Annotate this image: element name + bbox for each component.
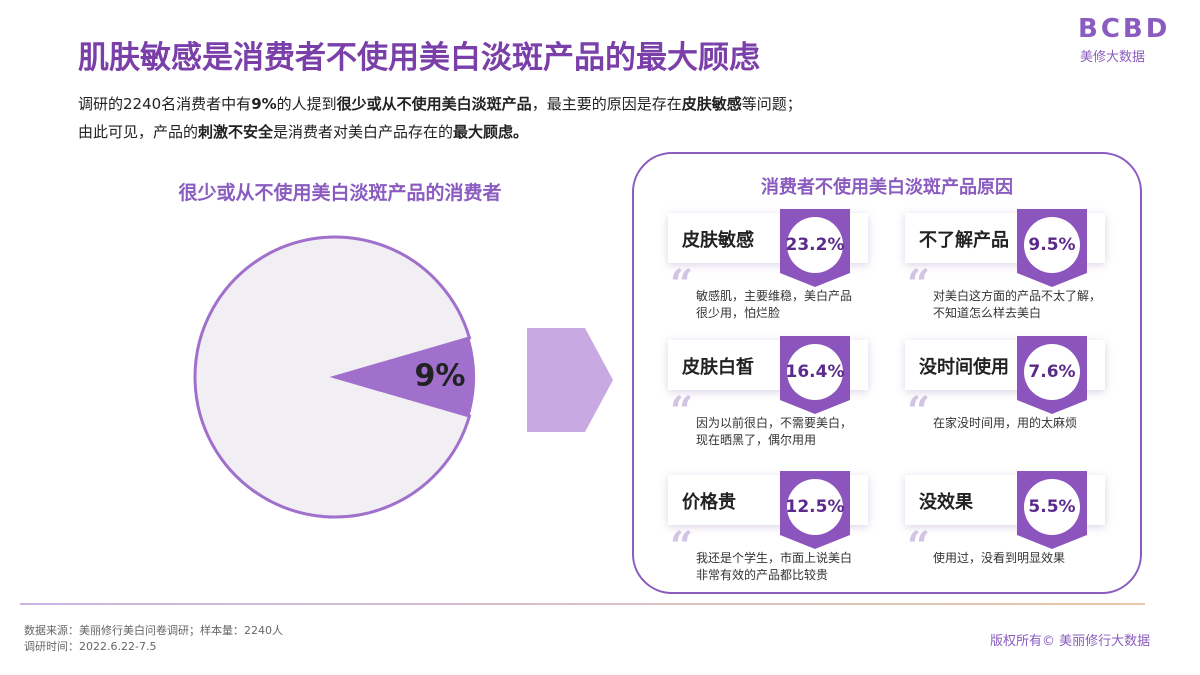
- logo-subtitle: 美修大数据: [1080, 50, 1146, 65]
- reasons-panel: [632, 152, 1142, 594]
- share-badge: 12.5%: [780, 471, 850, 549]
- intro: 调研的2240名消费者中有9%的人提到很少或从不使用美白淡斑产品，最主要的原因是…: [78, 90, 802, 146]
- intro-run: ，最主要的原因是存在: [531, 95, 682, 113]
- quote: 使用过，没看到明显效果: [933, 550, 1065, 567]
- reason-name: 没时间使用: [919, 357, 1009, 378]
- intro-run: 刺激不安全: [198, 123, 274, 141]
- pie-label: 9%: [415, 359, 466, 394]
- share-badge: 16.4%: [780, 336, 850, 414]
- quote-mark: “: [670, 388, 694, 435]
- quote-mark: “: [670, 523, 694, 570]
- share-value: 23.2%: [786, 217, 845, 273]
- logo: BCBD: [1078, 14, 1171, 44]
- reasons-title: 消费者不使用美白淡斑产品原因: [761, 177, 1013, 198]
- share-value: 7.6%: [1024, 344, 1080, 400]
- share-value: 5.5%: [1024, 479, 1080, 535]
- reason-name: 不了解产品: [919, 230, 1009, 251]
- intro-run: 由此可见，产品的: [78, 123, 199, 141]
- pie-slice: [193, 235, 472, 519]
- quote-line: 敏感肌，主要维稳，美白产品: [696, 289, 853, 303]
- intro-run: 最大顾虑。: [453, 123, 529, 141]
- reason-name: 没效果: [919, 492, 973, 513]
- reason-name: 价格贵: [682, 492, 736, 513]
- quote: 对美白这方面的产品不太了解， 不知道怎么样去美白: [933, 288, 1101, 322]
- title: 肌肤敏感是消费者不使用美白淡斑产品的最大顾虑: [78, 40, 760, 76]
- intro-run: 9%: [251, 95, 277, 113]
- source: 数据来源：美丽修行美白问卷调研；样本量：2240人 调研时间：2022.6.22-…: [24, 623, 283, 655]
- share-badge: 7.6%: [1017, 336, 1087, 414]
- quote-mark: “: [670, 261, 694, 308]
- quote-line: 因为以前很白，不需要美白，: [696, 416, 853, 430]
- reason-name: 皮肤白皙: [682, 357, 754, 378]
- quote-line: 很少用，怕烂脸: [696, 306, 781, 320]
- quote-line: 使用过，没看到明显效果: [933, 551, 1066, 565]
- share-badge: 9.5%: [1017, 209, 1087, 287]
- quote-mark: “: [907, 388, 931, 435]
- pie-title: 很少或从不使用美白淡斑产品的消费者: [178, 182, 502, 204]
- quote-mark: “: [907, 261, 931, 308]
- source-line: 调研时间：2022.6.22-7.5: [24, 640, 157, 653]
- intro-run: 很少或从不使用美白淡斑产品: [336, 95, 532, 113]
- share-value: 16.4%: [786, 344, 845, 400]
- reason-name: 皮肤敏感: [682, 230, 754, 251]
- intro-run: 调研的2240名消费者中有: [78, 95, 252, 113]
- pie-slice: [335, 337, 475, 417]
- arrow: [527, 328, 613, 432]
- quote: 因为以前很白，不需要美白， 现在晒黑了，偶尔用用: [696, 415, 852, 449]
- quote-line: 现在晒黑了，偶尔用用: [696, 433, 817, 447]
- quote: 我还是个学生，市面上说美白 非常有效的产品都比较贵: [696, 550, 852, 584]
- quote: 在家没时间用，用的太麻烦: [933, 415, 1077, 432]
- quote-line: 不知道怎么样去美白: [933, 306, 1042, 320]
- quote-line: 非常有效的产品都比较贵: [696, 568, 829, 582]
- pie-chart: 9%: [193, 235, 475, 519]
- intro-run: 是消费者对美白产品存在的: [273, 123, 454, 141]
- share-badge: 5.5%: [1017, 471, 1087, 549]
- copyright: 版权所有© 美丽修行大数据: [990, 634, 1151, 649]
- quote-line: 对美白这方面的产品不太了解，: [933, 289, 1102, 303]
- intro-line: 由此可见，产品的刺激不安全是消费者对美白产品存在的最大顾虑。: [78, 118, 802, 146]
- footer-line: [20, 603, 1145, 605]
- quote-mark: “: [907, 523, 931, 570]
- source-line: 数据来源：美丽修行美白问卷调研；样本量：2240人: [24, 624, 283, 637]
- quote-line: 我还是个学生，市面上说美白: [696, 551, 853, 565]
- intro-run: 的人提到: [276, 95, 337, 113]
- intro-run: 皮肤敏感: [681, 95, 742, 113]
- arrow-shape: [527, 328, 613, 432]
- share-value: 12.5%: [786, 479, 845, 535]
- share-value: 9.5%: [1024, 217, 1080, 273]
- intro-run: 等问题；: [741, 95, 802, 113]
- intro-line: 调研的2240名消费者中有9%的人提到很少或从不使用美白淡斑产品，最主要的原因是…: [78, 90, 802, 118]
- quote: 敏感肌，主要维稳，美白产品 很少用，怕烂脸: [696, 288, 852, 322]
- quote-line: 在家没时间用，用的太麻烦: [933, 416, 1078, 430]
- share-badge: 23.2%: [780, 209, 850, 287]
